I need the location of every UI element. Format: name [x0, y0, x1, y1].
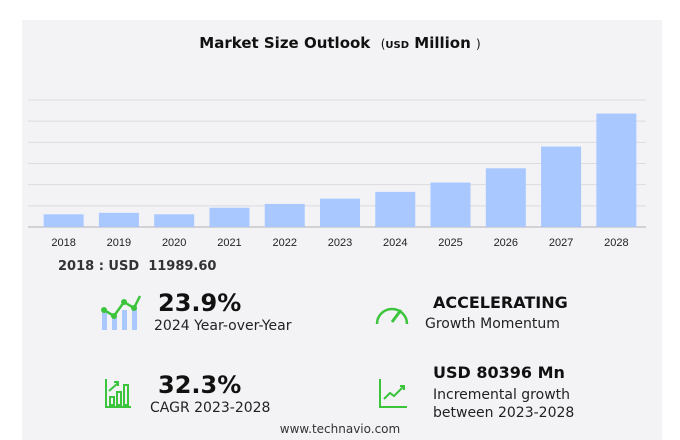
x-tick-label: 2019	[107, 237, 131, 249]
title-paren: (	[380, 37, 386, 51]
card-background	[22, 20, 662, 440]
yoy-value: 23.9%	[158, 289, 242, 317]
x-tick-label: 2022	[272, 237, 296, 249]
bar-2028	[596, 113, 637, 227]
bar-chart: 2018 2019 2020 2021 2022 2023 2024 2025 2026 2027…	[28, 99, 646, 249]
title-unit: Million	[414, 34, 471, 52]
incremental-label-1: Incremental growth	[433, 387, 571, 403]
bar-2022	[264, 203, 305, 227]
cagr-label: CAGR 2023-2028	[150, 400, 271, 416]
bar-2027	[541, 146, 582, 227]
x-tick-label: 2018	[51, 237, 75, 249]
base-year-value: 2018 : USD 11989.60	[58, 259, 217, 274]
footer-url: www.technavio.com	[279, 422, 401, 436]
x-tick-label: 2025	[438, 237, 462, 249]
momentum-label: Growth Momentum	[425, 316, 560, 332]
x-tick-label: 2020	[162, 237, 186, 249]
bar-2020	[154, 214, 195, 227]
title-text: Market Size Outlook	[199, 34, 371, 52]
momentum-value: ACCELERATING	[433, 293, 568, 312]
title-paren: )	[476, 37, 481, 51]
trend-line-icon	[378, 377, 408, 413]
growth-chart-icon	[104, 377, 132, 413]
x-tick-label: 2024	[383, 237, 407, 249]
bar-2019	[98, 212, 139, 227]
incremental-label-2: between 2023-2028	[433, 405, 575, 421]
x-tick-label: 2021	[217, 237, 241, 249]
speedometer-icon	[374, 298, 410, 330]
bar-2023	[320, 198, 360, 227]
incremental-value: USD 80396 Mn	[433, 363, 565, 382]
x-tick-label: 2027	[549, 237, 573, 249]
yoy-label: 2024 Year-over-Year	[154, 318, 292, 334]
x-tick-label: 2028	[604, 237, 628, 249]
bar-2018	[43, 214, 84, 227]
bar-2026	[485, 168, 526, 227]
bar-2021	[209, 207, 250, 227]
bar-2025	[430, 182, 471, 227]
chart-title: Market Size Outlook (USD Million )	[0, 34, 680, 52]
x-tick-label: 2026	[494, 237, 518, 249]
title-usd: USD	[385, 40, 410, 51]
bar-2024	[375, 191, 416, 227]
cagr-value: 32.3%	[158, 371, 242, 399]
bar-line-chart-icon	[100, 292, 144, 336]
x-tick-label: 2023	[328, 237, 352, 249]
